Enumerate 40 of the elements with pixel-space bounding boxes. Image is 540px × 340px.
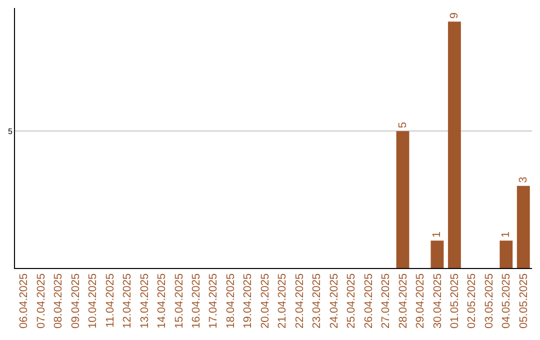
x-tick-label: 25.04.2025 bbox=[346, 273, 358, 328]
data-label: 5 bbox=[396, 122, 409, 128]
x-tick-label: 02.05.2025 bbox=[466, 273, 478, 328]
x-tick-label: 11.04.2025 bbox=[104, 273, 116, 328]
data-label: 1 bbox=[500, 232, 512, 238]
x-tick-label: 27.04.2025 bbox=[380, 273, 392, 328]
x-tick-label: 26.04.2025 bbox=[362, 273, 375, 328]
x-tick-label: 04.05.2025 bbox=[500, 273, 513, 328]
bar bbox=[430, 240, 444, 268]
x-tick-label: 18.04.2025 bbox=[224, 273, 237, 328]
x-tick-label: 15.04.2025 bbox=[173, 273, 186, 328]
x-tick-label: 22.04.2025 bbox=[294, 273, 306, 328]
x-tick-label: 17.04.2025 bbox=[208, 273, 220, 328]
x-tick-label: 05.05.2025 bbox=[518, 273, 530, 328]
x-tick-label: 19.04.2025 bbox=[242, 273, 254, 328]
x-tick-label: 20.04.2025 bbox=[259, 273, 272, 328]
bar bbox=[516, 186, 530, 268]
x-tick-label: 07.04.2025 bbox=[35, 273, 48, 328]
x-tick-label: 01.05.2025 bbox=[449, 273, 462, 328]
x-tick-label: 03.05.2025 bbox=[483, 273, 496, 328]
x-tick-label: 28.04.2025 bbox=[397, 273, 410, 328]
bar bbox=[448, 22, 461, 268]
x-tick-label: 21.04.2025 bbox=[276, 273, 289, 328]
x-tick-label: 29.04.2025 bbox=[414, 273, 427, 328]
x-tick-label: 24.04.2025 bbox=[328, 273, 340, 328]
bar bbox=[396, 131, 410, 268]
x-tick-label: 10.04.2025 bbox=[87, 273, 100, 328]
bar bbox=[500, 240, 513, 268]
data-label: 1 bbox=[431, 232, 444, 238]
x-tick-label: 14.04.2025 bbox=[156, 273, 168, 328]
x-tick-label: 23.04.2025 bbox=[311, 273, 324, 328]
x-tick-label: 09.04.2025 bbox=[70, 273, 82, 328]
x-tick-label: 16.04.2025 bbox=[190, 273, 203, 328]
x-tick-label: 08.04.2025 bbox=[52, 273, 65, 328]
data-label: 9 bbox=[448, 12, 460, 19]
x-tick-label: 13.04.2025 bbox=[138, 273, 151, 328]
x-tick-label: 06.04.2025 bbox=[18, 273, 30, 328]
x-tick-label: 12.04.2025 bbox=[122, 273, 134, 328]
x-tick-label: 30.04.2025 bbox=[432, 273, 444, 328]
data-label: 3 bbox=[517, 176, 530, 183]
